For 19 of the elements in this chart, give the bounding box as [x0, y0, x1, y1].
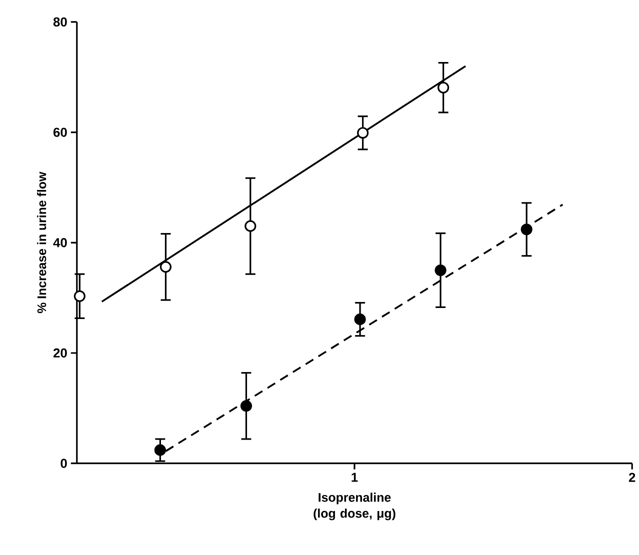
point [154, 444, 166, 456]
point [520, 224, 532, 236]
point [434, 264, 446, 276]
point [357, 126, 369, 139]
y-tick-label: 40 [53, 238, 67, 248]
y-tick-label: 60 [53, 128, 67, 137]
point [438, 82, 450, 94]
point [74, 290, 86, 302]
point [354, 313, 366, 326]
x-tick-label: 2 [628, 472, 636, 482]
y-tick-label: 80 [53, 17, 67, 26]
x-tick-label: 1 [352, 472, 358, 482]
y-tick-label: 20 [53, 348, 67, 358]
point [240, 400, 252, 412]
x-axis-title: Isoprenaline (log dose, μg) [314, 492, 396, 520]
point [160, 261, 172, 273]
point [244, 220, 256, 232]
y-axis-title: % Increase in urine flow [37, 172, 46, 314]
y-tick-label: 0 [60, 458, 67, 468]
